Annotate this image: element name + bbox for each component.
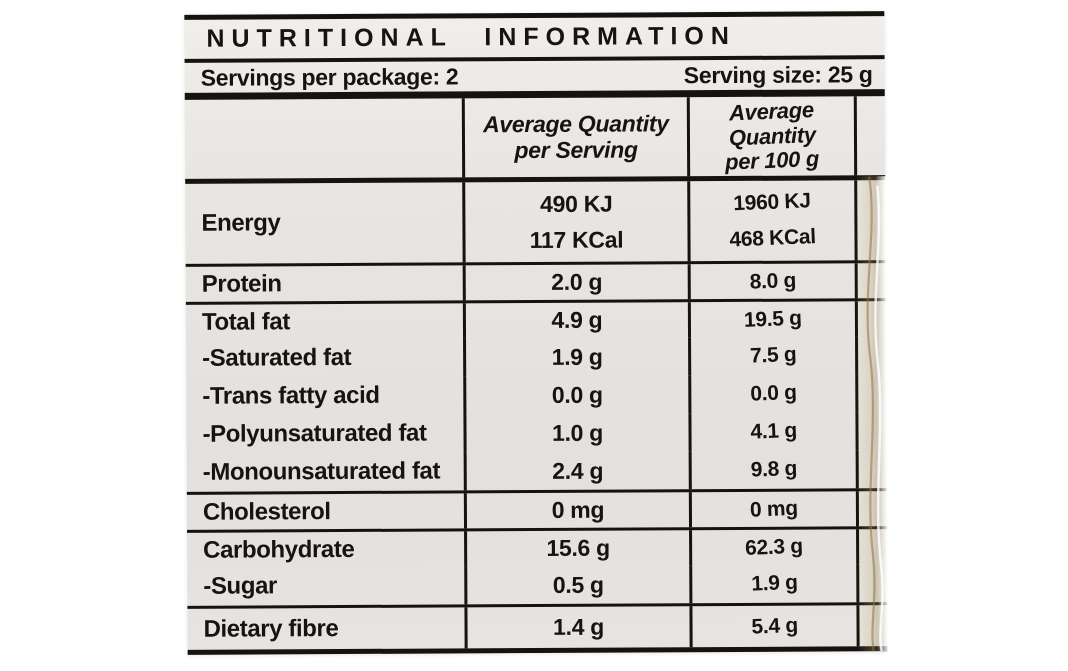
value-per-serving: 1.0 g [463,413,689,453]
value-per-100g: 1960 KJ 468 KCal [687,180,858,262]
value-text: 19.5 g [743,306,803,332]
header-empty-cell [185,138,462,139]
table-row: Protein 2.0 g 8.0 g [185,260,886,302]
value-text: 8.0 g [749,268,797,294]
table-row: Carbohydrate 15.6 g 62.3 g [187,526,888,568]
value-per-100g: 8.0 g [687,263,858,300]
column-header-line: per 100 g [724,145,820,175]
table-row: -Trans fatty acid 0.0 g 0.0 g [186,374,886,416]
table-header-row: Average Quantity per Serving Average Qua… [184,96,886,184]
value-per-100g: 7.5 g [688,336,859,376]
value-text: 4.1 g [749,418,798,444]
nutrition-table: Average Quantity per Serving Average Qua… [184,96,888,655]
value-text: 4.9 g [551,306,603,333]
row-label: -Sugar [203,572,278,600]
value-text: 0.0 g [749,380,797,406]
value-text: 0.0 g [551,381,603,408]
value-per-100g: 5.4 g [689,605,860,648]
value-text: 62.3 g [744,534,804,560]
value-per-serving: 490 KJ 117 KCal [462,181,688,263]
value-text: 15.6 g [546,534,610,561]
value-text: 0 mg [551,496,605,523]
value-text: 1.9 g [551,343,603,370]
table-row: Cholesterol 0 mg 0 mg [186,488,888,530]
row-label: -Saturated fat [202,343,352,372]
value-text: 7.5 g [749,342,797,368]
value-per-serving: 0 mg [463,492,690,529]
row-label: Energy [201,209,281,237]
table-row: -Polyunsaturated fat 1.0 g 4.1 g [186,412,886,454]
servings-row: Servings per package: 2 Serving size: 25… [184,59,885,100]
value-per-100g: 1.9 g [689,564,860,604]
table-row: Dietary fibre 1.4 g 5.4 g [187,602,888,650]
value-per-100g: 0.0 g [688,374,859,414]
servings-per-package: Servings per package: 2 [200,62,459,91]
value-per-100g: 4.1 g [688,412,859,452]
value-per-serving: 2.4 g [463,451,689,491]
value-per-100g: 9.8 g [688,450,859,490]
row-label: Cholesterol [202,497,331,526]
value-line: 117 KCal [529,226,624,254]
table-row: -Monounsaturated fat 2.4 g 9.8 g [187,450,887,492]
value-text: 5.4 g [750,613,799,639]
value-text: 1.0 g [551,419,604,446]
value-line: 1960 KJ [733,189,812,216]
value-line: 490 KJ [540,190,613,217]
value-text: 0.5 g [552,571,604,598]
value-line: 468 KCal [728,225,817,252]
value-per-serving: 4.9 g [462,302,689,339]
value-per-serving: 0.0 g [463,375,689,415]
row-label: Protein [201,269,282,298]
column-header-line: Average Quantity [728,96,817,150]
table-row: -Saturated fat 1.9 g 7.5 g [186,336,886,378]
value-text: 1.9 g [750,570,798,596]
column-header-line: Average Quantity [483,110,669,138]
value-per-serving: 1.4 g [464,606,690,649]
value-per-serving: 0.5 g [464,565,690,605]
row-label: -Trans fatty acid [202,381,380,410]
value-text: 1.4 g [553,613,605,640]
value-text: 2.4 g [552,457,604,484]
value-per-100g: 62.3 g [689,529,860,566]
row-label: -Polyunsaturated fat [202,419,427,448]
row-label: Dietary fibre [203,614,339,643]
table-row: Total fat 4.9 g 19.5 g [185,298,887,340]
value-per-serving: 15.6 g [464,530,690,567]
value-per-serving: 1.9 g [463,337,689,377]
value-per-serving: 2.0 g [462,264,688,301]
table-row: -Sugar 0.5 g 1.9 g [187,564,887,606]
value-per-100g: 19.5 g [687,301,859,338]
serving-size: Serving size: 25 g [683,60,873,88]
value-text: 2.0 g [551,268,603,295]
column-header-line: per Serving [514,135,638,163]
column-header-per-serving: Average Quantity per Serving [461,97,688,178]
value-text: 9.8 g [750,456,798,482]
row-label: Total fat [201,307,290,336]
value-text: 0 mg [749,496,799,522]
row-label: Carbohydrate [203,535,355,564]
nutrition-label: NUTRITIONAL INFORMATION Servings per pac… [184,11,894,655]
row-label: -Monounsaturated fat [202,457,441,486]
label-title: NUTRITIONAL INFORMATION [184,16,885,63]
value-per-100g: 0 mg [688,491,860,528]
column-header-per-100g: Average Quantity per 100 g [686,96,858,177]
table-row: Energy 490 KJ 117 KCal 1960 KJ 468 KCal [185,180,885,264]
